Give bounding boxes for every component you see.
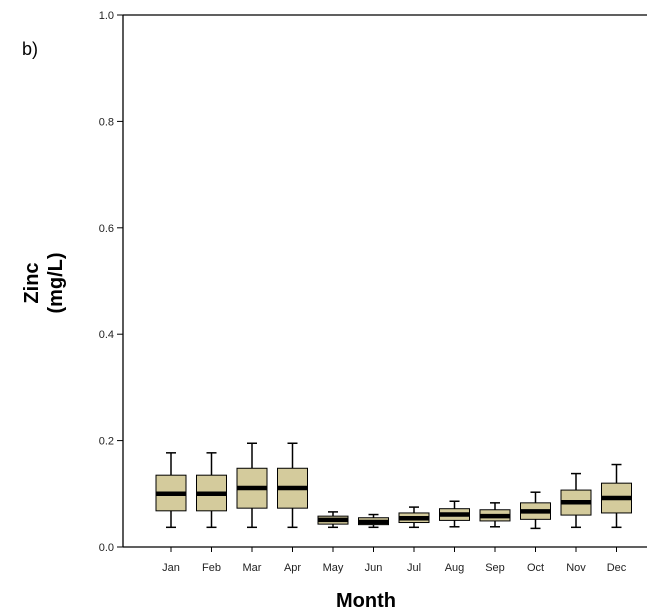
box-jul (398, 506, 430, 529)
plot-frame (122, 14, 647, 548)
y-axis-title-line2: (mg/L) (45, 252, 67, 313)
x-tick-label: Aug (445, 562, 465, 574)
x-tick-label: Jun (365, 562, 383, 574)
box-jan (155, 452, 187, 529)
y-axis-ticks: 0.0 0.2 0.4 0.6 0.8 1.0 (99, 10, 123, 554)
panel-label: b) (22, 39, 38, 59)
x-tick-label: May (323, 562, 344, 574)
box-feb (196, 452, 227, 529)
x-tick-label: Jul (407, 562, 421, 574)
box-series (155, 442, 632, 530)
x-tick-label: Apr (284, 562, 301, 574)
x-tick-label: Sep (485, 562, 505, 574)
box-may (317, 511, 349, 529)
x-tick-label: Oct (527, 562, 544, 574)
y-tick-label: 1.0 (99, 10, 114, 22)
x-tick-label: Dec (607, 562, 627, 574)
y-tick-label: 0.0 (99, 542, 114, 554)
box-mar (236, 442, 268, 529)
x-tick-label: Nov (566, 562, 586, 574)
x-tick-label: Mar (243, 562, 262, 574)
x-tick-label: Feb (202, 562, 221, 574)
y-axis-title-line1: Zinc (21, 262, 43, 303)
y-tick-label: 0.6 (99, 223, 114, 235)
box-jun (358, 513, 389, 529)
y-tick-label: 0.8 (99, 116, 114, 128)
box-apr (277, 442, 308, 529)
x-tick-label: Jan (162, 562, 180, 574)
x-axis-ticks: Jan Feb Mar Apr May Jun Jul Aug Sep Oct Nov Dec (162, 547, 627, 574)
box-oct (520, 491, 551, 530)
y-tick-label: 0.4 (99, 329, 114, 341)
box-sep (479, 502, 511, 528)
x-axis-title: Month (336, 590, 396, 612)
box-dec (601, 463, 632, 529)
y-tick-label: 0.2 (99, 436, 114, 448)
box-aug (439, 500, 470, 528)
box-nov (560, 472, 592, 529)
